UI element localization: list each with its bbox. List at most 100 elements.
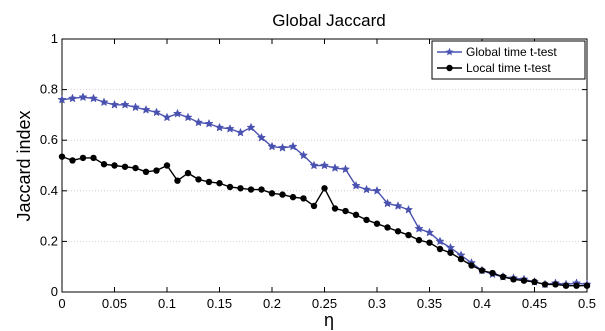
data-point (457, 255, 465, 263)
data-point (436, 245, 444, 253)
data-point (583, 282, 591, 289)
data-point (69, 157, 76, 164)
data-point (279, 191, 286, 198)
series-line (61, 155, 587, 287)
data-point (468, 262, 475, 269)
data-point (541, 281, 549, 288)
data-point (258, 186, 265, 193)
data-point (163, 162, 171, 169)
data-point (57, 94, 67, 104)
data-point (435, 236, 445, 246)
data-point (109, 99, 120, 109)
x-tick-label: 0.1 (158, 296, 176, 311)
x-tick-label: 0.35 (417, 296, 442, 311)
legend-label: Global time t-test (466, 45, 557, 59)
data-point (256, 132, 267, 142)
x-tick-label: 0.15 (207, 296, 232, 311)
data-point (121, 163, 129, 170)
data-point (372, 185, 382, 195)
data-point (394, 228, 402, 235)
data-point (183, 112, 193, 122)
data-point (153, 167, 160, 174)
data-point (142, 168, 150, 176)
data-point (267, 141, 277, 151)
data-point (100, 161, 108, 168)
data-point (225, 123, 235, 133)
data-point (120, 99, 130, 109)
data-point (268, 190, 276, 197)
chart-title: Global Jaccard (272, 11, 385, 30)
data-point (321, 185, 328, 192)
data-point (90, 154, 97, 162)
x-tick-label: 0.2 (263, 296, 281, 311)
data-point (277, 142, 288, 152)
data-point (174, 177, 181, 184)
x-tick-label: 0.45 (522, 296, 547, 311)
grid-lines (62, 89, 587, 242)
data-point (319, 160, 330, 170)
data-point (331, 205, 339, 212)
data-point (172, 108, 183, 118)
x-tick-label: 0.3 (368, 296, 386, 311)
x-axis-label: η (324, 310, 334, 330)
data-point (510, 276, 517, 283)
data-point (447, 249, 454, 256)
series-layer (57, 92, 592, 289)
y-tick-label: 0.8 (40, 82, 58, 97)
data-point (78, 92, 88, 102)
data-point (193, 117, 204, 127)
data-point (351, 180, 361, 190)
data-point (151, 107, 162, 117)
axis-ticks: 0 0.2 0.4 0.6 0.8 1 0 0.05 0.1 0.15 0.2 0.25 0.3 0.35… (40, 31, 596, 311)
legend-box (431, 40, 586, 80)
data-point (499, 273, 507, 281)
data-point (184, 169, 192, 177)
data-point (405, 231, 412, 239)
data-point (247, 186, 255, 193)
data-point (289, 193, 297, 201)
data-point (310, 202, 318, 210)
data-point (67, 93, 78, 103)
legend-marker (445, 47, 454, 56)
data-point (382, 198, 393, 208)
data-point (237, 185, 244, 192)
legend: Global time t-test Local time t-test (431, 40, 586, 80)
data-point (216, 180, 223, 187)
data-point (340, 164, 351, 174)
data-point (111, 162, 118, 169)
data-point (195, 176, 202, 183)
data-point (99, 97, 109, 107)
data-point (79, 154, 87, 162)
data-point (226, 183, 234, 191)
x-tick-label: 0.4 (473, 296, 491, 311)
data-point (205, 178, 213, 186)
data-point (373, 220, 381, 227)
data-point (573, 282, 580, 289)
data-point (88, 93, 99, 103)
y-tick-label: 0.2 (40, 233, 58, 248)
data-point (361, 184, 372, 194)
data-point (426, 239, 433, 246)
data-point (520, 277, 528, 284)
legend-entry-2: Local time t-test (437, 61, 551, 75)
data-point (288, 141, 298, 151)
data-point (562, 282, 570, 289)
series-2 (58, 153, 591, 289)
y-tick-label: 0.4 (40, 183, 58, 198)
data-point (162, 112, 172, 122)
data-point (363, 216, 370, 224)
data-point (204, 118, 214, 128)
y-tick-label: 0 (51, 284, 58, 299)
data-point (130, 102, 141, 112)
legend-marker (446, 64, 453, 72)
data-point (393, 201, 403, 210)
data-point (141, 104, 151, 114)
x-tick-label: 0.5 (578, 296, 596, 311)
data-point (246, 122, 256, 132)
legend-label: Local time t-test (466, 61, 551, 75)
data-point (415, 236, 423, 244)
data-point (531, 278, 538, 286)
data-point (552, 281, 559, 288)
data-point (342, 207, 349, 215)
